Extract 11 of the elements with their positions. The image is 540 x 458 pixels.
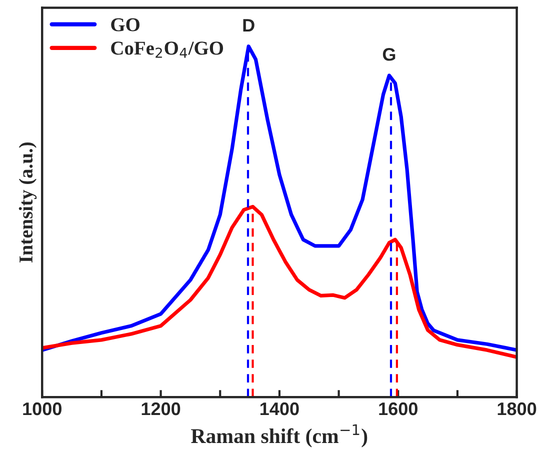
- legend-label: GO: [111, 18, 140, 32]
- x-tick-label: 1000: [23, 402, 62, 416]
- legend-label: CoFe$_{2}$O$_{4}$/GO: [111, 42, 224, 58]
- x-tick-label: 1200: [142, 402, 180, 416]
- y-axis-title: Intensity (a.u.): [18, 142, 37, 263]
- x-axis-title: Raman shift (cm$^{−1}$): [191, 424, 368, 448]
- annotation: D: [243, 19, 254, 32]
- x-tick-label: 1600: [379, 402, 418, 416]
- x-tick-label: 1400: [260, 402, 299, 416]
- x-tick-label: 1800: [498, 402, 536, 416]
- annotation: G: [382, 48, 396, 61]
